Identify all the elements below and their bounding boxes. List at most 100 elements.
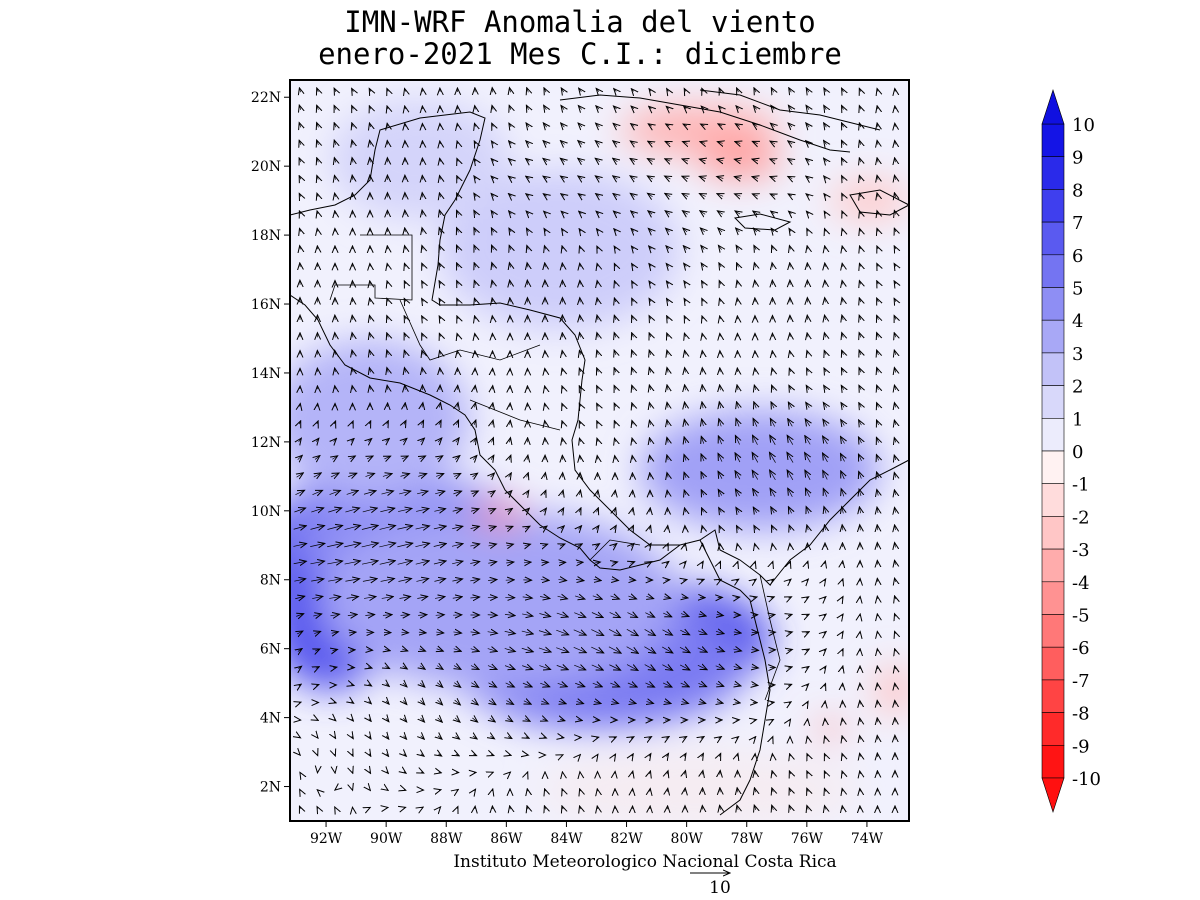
wind-vector: [591, 612, 603, 617]
wind-vector: [894, 333, 896, 338]
wind-vector: [422, 281, 424, 284]
wind-vector: [719, 561, 720, 563]
wind-vector: [457, 263, 459, 267]
colorbar-min-triangle: [1041, 777, 1065, 813]
wind-vector: [488, 562, 496, 563]
wind-vector: [665, 211, 670, 215]
wind-vector: [387, 88, 388, 91]
wind-vector: [860, 246, 861, 249]
wind-vector: [508, 194, 511, 197]
wind-vector: [895, 158, 896, 162]
wind-vector: [492, 263, 494, 268]
wind-vector: [840, 454, 844, 462]
wind-vector: [404, 298, 406, 301]
wind-vector: [492, 123, 494, 127]
colorbar-swatch: [1041, 646, 1065, 681]
wind-vector: [317, 421, 318, 424]
wind-vector: [859, 263, 860, 266]
wind-vector: [630, 176, 635, 179]
wind-vector: [397, 543, 412, 547]
wind-vector: [579, 229, 581, 232]
wind-vector: [753, 228, 756, 232]
wind-vector: [492, 438, 494, 443]
wind-vector: [405, 246, 406, 250]
wind-vector: [894, 246, 896, 249]
wind-vector: [474, 280, 475, 284]
colorbar-swatch: [1041, 221, 1065, 256]
wind-vector: [506, 562, 514, 563]
wind-vector: [754, 88, 756, 92]
wind-vector: [614, 264, 615, 267]
wind-vector: [492, 245, 494, 250]
wind-vector: [894, 455, 895, 460]
wind-vector: [720, 316, 721, 319]
wind-vector: [895, 596, 896, 599]
colorbar-label: -3: [1072, 540, 1090, 561]
wind-vector: [806, 402, 809, 407]
wind-vector: [580, 490, 581, 495]
wind-vector: [508, 159, 511, 162]
wind-vector: [345, 508, 359, 512]
wind-vector: [647, 159, 652, 162]
wind-vector: [806, 385, 809, 389]
wind-vector: [439, 420, 441, 425]
lon-tick-label: 92W: [310, 831, 343, 847]
wind-vector: [754, 579, 756, 581]
wind-vector: [824, 140, 827, 144]
wind-vector: [614, 525, 616, 529]
wind-vector: [457, 245, 459, 250]
wind-vector: [612, 562, 617, 563]
wind-vector: [597, 333, 598, 338]
wind-vector: [788, 597, 791, 598]
wind-vector: [488, 579, 497, 580]
wind-vector: [470, 544, 479, 546]
wind-vector: [805, 470, 810, 480]
wind-vector: [684, 333, 685, 337]
wind-vector: [632, 438, 633, 442]
wind-vector: [683, 228, 687, 232]
wind-vector: [579, 421, 580, 424]
wind-vector: [876, 437, 878, 442]
wind-vector: [649, 89, 651, 92]
wind-vector: [317, 228, 318, 231]
wind-vector: [312, 596, 323, 598]
wind-vector: [735, 194, 741, 196]
wind-vector: [544, 211, 547, 214]
wind-vector: [702, 385, 703, 390]
wind-vector: [859, 193, 860, 197]
wind-vector: [895, 175, 896, 180]
wind-vector: [789, 525, 791, 530]
wind-vector: [317, 158, 319, 162]
wind-vector: [840, 437, 844, 444]
wind-vector: [719, 579, 722, 580]
wind-vector: [597, 368, 599, 372]
wind-vector: [859, 403, 861, 408]
wind-vector: [387, 316, 388, 320]
wind-vector: [842, 350, 844, 355]
wind-vector: [526, 194, 529, 197]
wind-vector: [381, 491, 394, 494]
wind-vector: [293, 544, 306, 547]
wind-vector: [557, 596, 568, 599]
wind-vector: [752, 177, 758, 179]
wind-vector: [770, 123, 774, 127]
wind-vector: [362, 508, 378, 512]
wind-vector: [702, 526, 703, 530]
wind-vector: [824, 176, 827, 179]
wind-vector: [422, 245, 423, 249]
wind-vector: [858, 437, 861, 443]
wind-vector: [457, 176, 458, 179]
wind-vector: [754, 525, 756, 529]
wind-vector: [579, 211, 582, 213]
wind-vector: [490, 491, 495, 494]
wind-vector: [667, 543, 668, 546]
wind-vector: [824, 350, 826, 354]
wind-vector: [580, 333, 581, 338]
wind-vector: [491, 473, 495, 477]
wind-vector: [352, 106, 354, 110]
wind-vector: [647, 176, 652, 179]
wind-vector: [667, 316, 669, 319]
colorbar-label: 8: [1072, 180, 1083, 201]
footer-credit: Instituto Meteorologico Nacional Costa R…: [453, 852, 837, 872]
